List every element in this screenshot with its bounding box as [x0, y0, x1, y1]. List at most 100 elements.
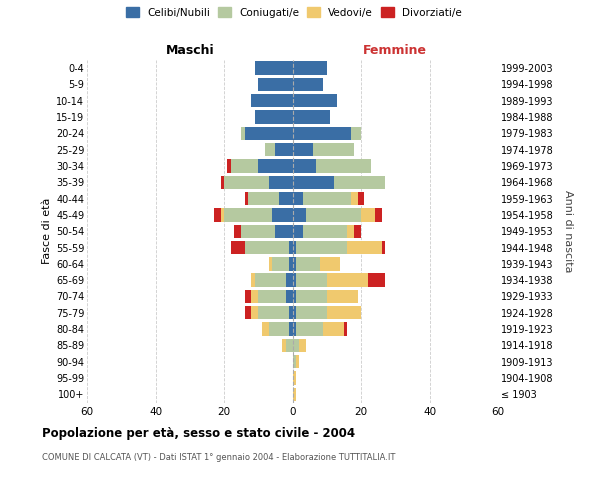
Bar	[282, 338, 286, 352]
Bar	[241, 126, 245, 140]
Bar	[293, 94, 337, 108]
Bar	[368, 274, 385, 287]
Text: Femmine: Femmine	[363, 44, 427, 58]
Bar	[269, 176, 293, 189]
Bar	[293, 241, 296, 254]
Bar	[272, 208, 293, 222]
Bar	[289, 241, 293, 254]
Bar	[327, 274, 368, 287]
Bar	[231, 160, 258, 172]
Bar	[347, 241, 382, 254]
Bar	[293, 78, 323, 91]
Bar	[275, 143, 293, 156]
Bar	[269, 322, 289, 336]
Bar	[293, 208, 306, 222]
Text: Maschi: Maschi	[166, 44, 214, 58]
Bar	[245, 126, 293, 140]
Bar	[279, 192, 293, 205]
Bar	[293, 338, 299, 352]
Bar	[320, 257, 340, 270]
Bar	[234, 224, 241, 238]
Bar	[245, 192, 248, 205]
Bar	[293, 257, 296, 270]
Bar	[382, 241, 385, 254]
Y-axis label: Fasce di età: Fasce di età	[41, 198, 52, 264]
Bar	[275, 224, 293, 238]
Bar	[375, 208, 382, 222]
Bar	[306, 208, 361, 222]
Bar	[293, 372, 296, 384]
Bar	[255, 274, 286, 287]
Bar	[293, 224, 303, 238]
Bar	[251, 290, 258, 303]
Bar	[245, 290, 251, 303]
Bar	[303, 224, 347, 238]
Bar	[224, 208, 272, 222]
Bar	[354, 224, 361, 238]
Bar	[361, 208, 375, 222]
Text: COMUNE DI CALCATA (VT) - Dati ISTAT 1° gennaio 2004 - Elaborazione TUTTITALIA.IT: COMUNE DI CALCATA (VT) - Dati ISTAT 1° g…	[42, 452, 395, 462]
Bar	[293, 306, 296, 320]
Bar	[214, 208, 221, 222]
Bar	[296, 241, 347, 254]
Legend: Celibi/Nubili, Coniugati/e, Vedovi/e, Divorziati/e: Celibi/Nubili, Coniugati/e, Vedovi/e, Di…	[124, 5, 464, 20]
Bar	[334, 176, 385, 189]
Bar	[296, 290, 327, 303]
Bar	[323, 322, 344, 336]
Bar	[293, 143, 313, 156]
Bar	[347, 224, 354, 238]
Bar	[293, 192, 303, 205]
Bar	[258, 78, 293, 91]
Bar	[296, 257, 320, 270]
Bar	[327, 290, 358, 303]
Bar	[293, 160, 316, 172]
Bar	[293, 110, 330, 124]
Bar	[293, 388, 296, 401]
Bar	[286, 338, 293, 352]
Bar	[224, 176, 269, 189]
Bar	[269, 257, 272, 270]
Bar	[296, 355, 299, 368]
Bar	[344, 322, 347, 336]
Bar	[286, 290, 293, 303]
Bar	[289, 257, 293, 270]
Y-axis label: Anni di nascita: Anni di nascita	[563, 190, 573, 272]
Text: Popolazione per età, sesso e stato civile - 2004: Popolazione per età, sesso e stato civil…	[42, 428, 355, 440]
Bar	[262, 322, 269, 336]
Bar	[248, 192, 279, 205]
Bar	[296, 274, 327, 287]
Bar	[289, 306, 293, 320]
Bar	[258, 290, 286, 303]
Bar	[358, 192, 364, 205]
Bar	[296, 322, 323, 336]
Bar	[245, 241, 289, 254]
Bar	[255, 62, 293, 75]
Bar	[255, 110, 293, 124]
Bar	[231, 241, 245, 254]
Bar	[227, 160, 231, 172]
Bar	[251, 94, 293, 108]
Bar	[293, 355, 296, 368]
Bar	[258, 160, 293, 172]
Bar	[289, 322, 293, 336]
Bar	[251, 306, 258, 320]
Bar	[293, 290, 296, 303]
Bar	[245, 306, 251, 320]
Bar	[251, 274, 255, 287]
Bar	[327, 306, 361, 320]
Bar	[265, 143, 275, 156]
Bar	[296, 306, 327, 320]
Bar	[221, 208, 224, 222]
Bar	[293, 126, 351, 140]
Bar	[351, 126, 361, 140]
Bar	[303, 192, 351, 205]
Bar	[286, 274, 293, 287]
Bar	[316, 160, 371, 172]
Bar	[241, 224, 275, 238]
Bar	[293, 176, 334, 189]
Bar	[299, 338, 306, 352]
Bar	[351, 192, 358, 205]
Bar	[221, 176, 224, 189]
Bar	[258, 306, 289, 320]
Bar	[272, 257, 289, 270]
